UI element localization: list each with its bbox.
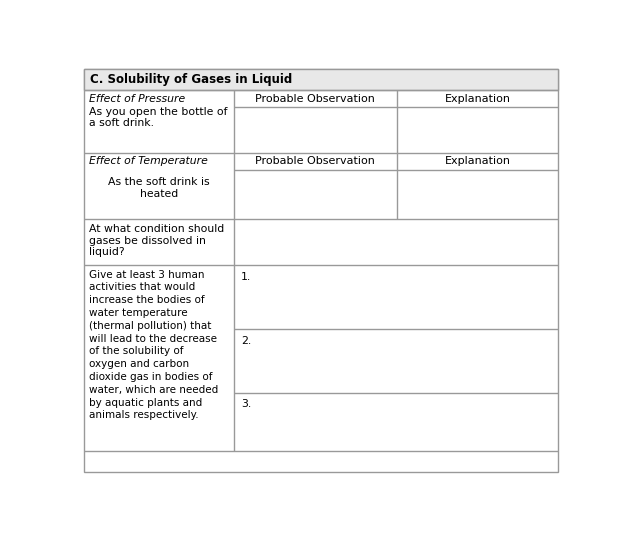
Text: Probable Observation: Probable Observation xyxy=(255,156,376,166)
Text: 1.: 1. xyxy=(241,272,251,281)
Text: Probable Observation: Probable Observation xyxy=(255,94,376,103)
Text: As the soft drink is
heated: As the soft drink is heated xyxy=(108,177,209,199)
Text: 2.: 2. xyxy=(241,336,251,346)
Text: C. Solubility of Gases in Liquid: C. Solubility of Gases in Liquid xyxy=(90,73,292,86)
Text: As you open the bottle of
a soft drink.: As you open the bottle of a soft drink. xyxy=(89,107,228,128)
Text: Give at least 3 human
activities that would
increase the bodies of
water tempera: Give at least 3 human activities that wo… xyxy=(89,270,218,420)
Text: Effect of Pressure: Effect of Pressure xyxy=(89,93,186,103)
Text: Explanation: Explanation xyxy=(445,156,511,166)
Text: At what condition should
gases be dissolved in
liquid?: At what condition should gases be dissol… xyxy=(89,224,224,257)
Bar xyxy=(84,69,559,90)
Text: 3.: 3. xyxy=(241,399,251,410)
Text: Explanation: Explanation xyxy=(445,94,511,103)
Text: Effect of Temperature: Effect of Temperature xyxy=(89,156,208,166)
